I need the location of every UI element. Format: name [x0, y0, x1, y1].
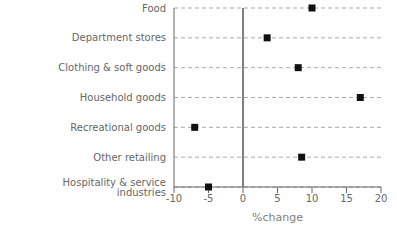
svg-text:10: 10 — [306, 193, 319, 204]
svg-text:5: 5 — [274, 193, 280, 204]
svg-text:20: 20 — [375, 193, 388, 204]
svg-text:Clothing & soft goods: Clothing & soft goods — [58, 62, 166, 73]
svg-text:Recreational goods: Recreational goods — [70, 122, 166, 133]
svg-text:Food: Food — [142, 3, 166, 14]
svg-text:%change: %change — [252, 211, 303, 224]
svg-text:15: 15 — [340, 193, 353, 204]
svg-text:Other retailing: Other retailing — [93, 152, 166, 163]
svg-text:Department stores: Department stores — [72, 32, 166, 43]
svg-text:0: 0 — [240, 193, 246, 204]
svg-text:-10: -10 — [166, 193, 182, 204]
svg-text:-5: -5 — [204, 193, 214, 204]
svg-text:Household goods: Household goods — [80, 92, 166, 103]
svg-text:Hospitality & serviceindustrie: Hospitality & serviceindustries — [63, 177, 166, 198]
